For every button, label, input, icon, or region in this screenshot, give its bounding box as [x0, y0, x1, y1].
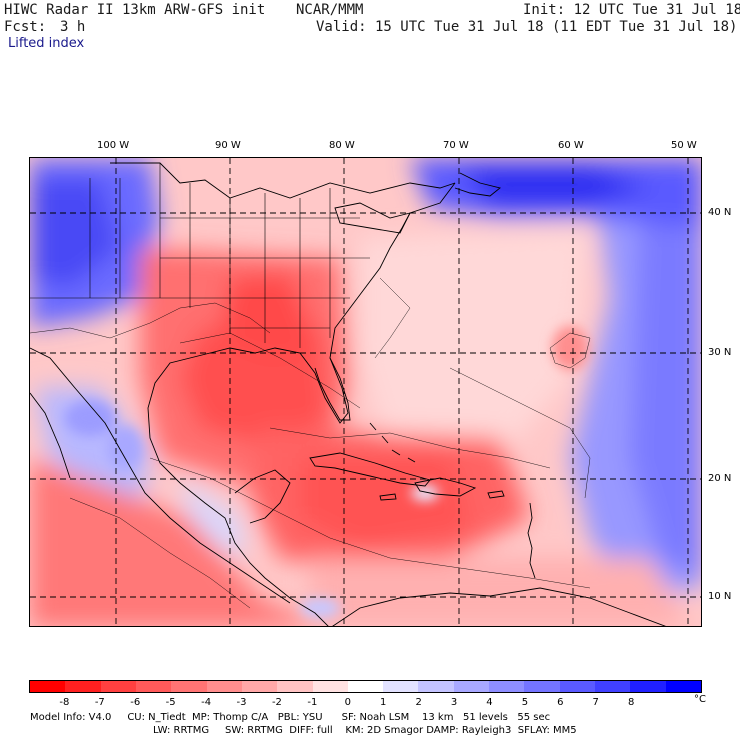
- forecast-hour: 3 h: [60, 19, 86, 35]
- colorbar-swatch: [418, 681, 454, 692]
- colorbar-swatch: [630, 681, 666, 692]
- colorbar-tick-label: -7: [94, 697, 105, 708]
- colorbar-tick-label: -6: [130, 697, 141, 708]
- colorbar-tick-label: -5: [165, 697, 176, 708]
- lat-label-10n: 10 N: [708, 591, 732, 602]
- colorbar-swatch: [206, 681, 242, 692]
- lat-label-30n: 30 N: [708, 347, 732, 358]
- lon-label-90w: 90 W: [215, 140, 241, 151]
- colorbar-unit: °C: [694, 694, 706, 705]
- model-center: NCAR/MMM: [296, 2, 364, 18]
- map-title: HIWC Radar II 13km ARW-GFS init: [4, 2, 266, 18]
- colorbar-tick-label: 3: [450, 697, 458, 708]
- colorbar-swatch: [665, 681, 701, 692]
- colorbar-swatch: [241, 681, 278, 692]
- colorbar-swatch: [559, 681, 595, 692]
- li-contours: [30, 277, 591, 609]
- colorbar-tick-label: -3: [236, 697, 247, 708]
- forecast-label: Fcst:: [4, 19, 47, 35]
- colorbar-swatch: [171, 681, 207, 692]
- lat-label-20n: 20 N: [708, 473, 732, 484]
- latlon-grid: [30, 158, 701, 626]
- colorbar: [29, 680, 702, 693]
- colorbar-swatch: [453, 681, 490, 692]
- colorbar-tick-label: 0: [344, 697, 351, 708]
- lon-label-60w: 60 W: [558, 140, 584, 151]
- colorbar-tick-label: 2: [415, 697, 422, 708]
- colorbar-tick-label: 5: [521, 697, 529, 708]
- colorbar-swatch: [595, 681, 631, 692]
- colorbar-swatch: [383, 681, 419, 692]
- colorbar-tick-label: 7: [592, 697, 599, 708]
- lat-label-40n: 40 N: [708, 207, 732, 218]
- lifted-index-field: [30, 158, 701, 626]
- colorbar-swatch: [312, 681, 348, 692]
- colorbar-swatch: [135, 681, 172, 692]
- colorbar-swatch: [524, 681, 560, 692]
- colorbar-tick-label: 4: [486, 697, 493, 708]
- colorbar-swatch: [30, 681, 66, 692]
- colorbar-tick-label: 6: [557, 697, 564, 708]
- map-canvas: [30, 158, 701, 626]
- colorbar-tick-label: 1: [380, 697, 387, 708]
- colorbar-swatch: [347, 681, 384, 692]
- lon-label-100w: 100 W: [97, 140, 130, 151]
- model-info-line2: LW: RRTMG SW: RRTMG DIFF: full KM: 2D Sm…: [153, 725, 577, 736]
- lifted-index-map: [29, 157, 702, 627]
- model-info-line1: Model Info: V4.0 CU: N_Tiedt MP: Thomp C…: [30, 712, 551, 723]
- colorbar-swatch: [277, 681, 313, 692]
- colorbar-tick-label: 8: [627, 697, 635, 708]
- lon-label-50w: 50 W: [671, 140, 697, 151]
- colorbar-swatch: [100, 681, 136, 692]
- colorbar-swatch: [489, 681, 525, 692]
- valid-time: Valid: 15 UTC Tue 31 Jul 18 (11 EDT Tue …: [316, 19, 738, 35]
- lon-label-80w: 80 W: [329, 140, 355, 151]
- coastlines: [30, 162, 666, 626]
- colorbar-tick-label: -2: [271, 697, 282, 708]
- colorbar-tick-label: -4: [201, 697, 212, 708]
- colorbar-tick-label: -1: [307, 697, 318, 708]
- init-time: Init: 12 UTC Tue 31 Jul 18: [523, 2, 740, 18]
- colorbar-swatch: [65, 681, 101, 692]
- field-name: Lifted index: [8, 36, 85, 51]
- colorbar-tick-label: -8: [59, 697, 70, 708]
- lon-label-70w: 70 W: [443, 140, 469, 151]
- state-borders: [30, 163, 370, 348]
